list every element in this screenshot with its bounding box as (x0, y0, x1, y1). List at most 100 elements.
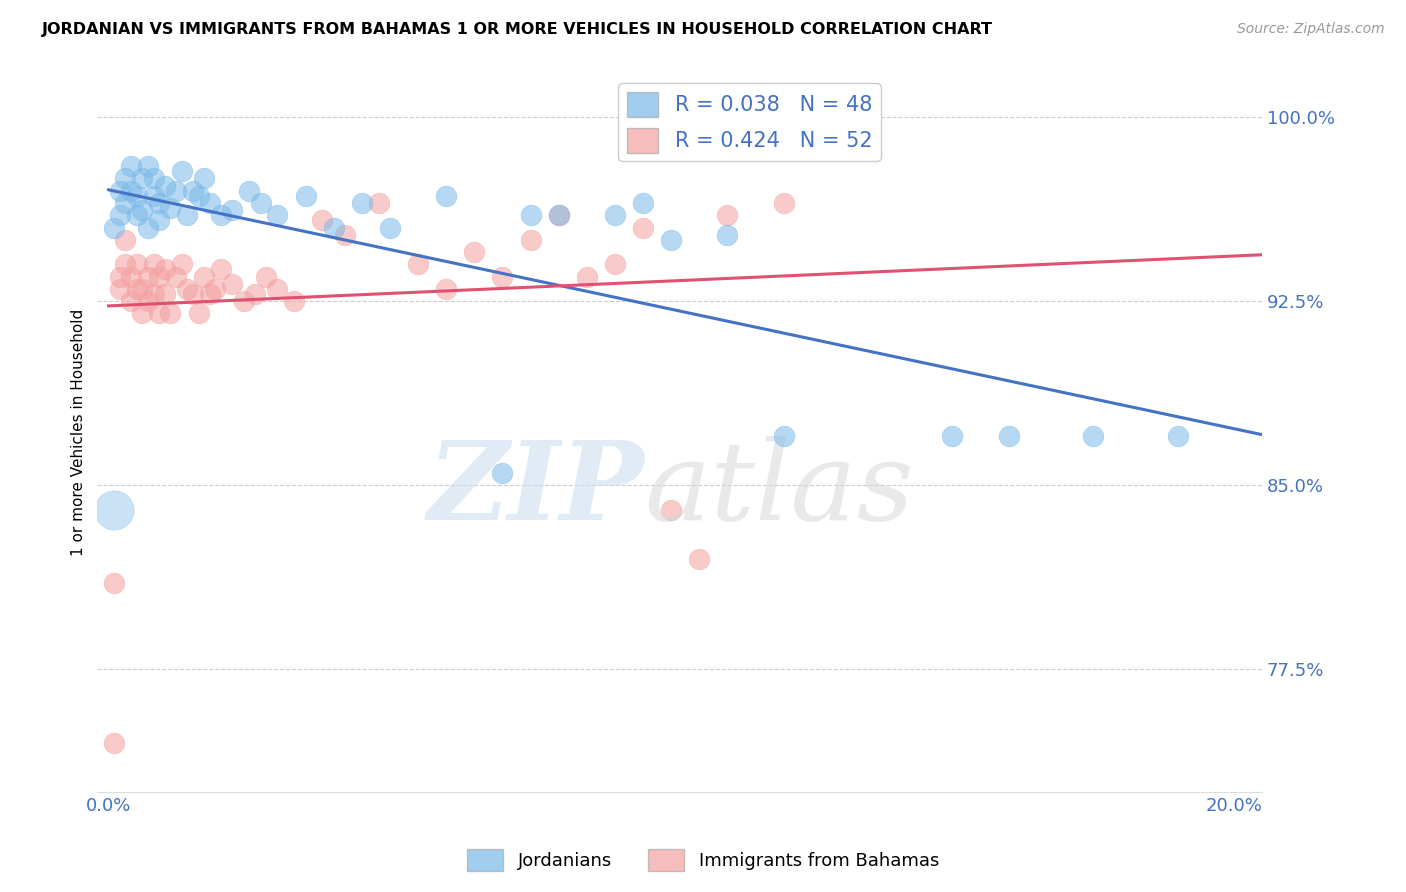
Legend: Jordanians, Immigrants from Bahamas: Jordanians, Immigrants from Bahamas (460, 842, 946, 879)
Point (547, 208, 569, 222)
Point (148, 269, 170, 284)
Text: atlas: atlas (645, 436, 914, 543)
Point (142, 286, 165, 301)
Point (283, 294, 305, 309)
Point (575, 269, 598, 284)
Point (198, 196, 221, 211)
Point (136, 220, 159, 235)
Point (131, 282, 153, 296)
Point (491, 466, 513, 480)
Point (181, 286, 204, 301)
Point (142, 188, 165, 202)
Point (322, 220, 344, 235)
Point (193, 269, 215, 284)
Point (125, 188, 148, 202)
Point (772, 429, 794, 443)
Point (243, 286, 266, 301)
Point (108, 282, 131, 296)
Point (120, 269, 142, 284)
Point (193, 171, 215, 186)
Point (1166, 429, 1188, 443)
Point (463, 245, 485, 260)
Point (378, 220, 401, 235)
Point (209, 262, 232, 277)
Point (148, 213, 170, 227)
Point (631, 196, 654, 211)
Point (266, 282, 288, 296)
Point (159, 306, 181, 320)
Point (120, 159, 142, 173)
Point (165, 269, 187, 284)
Point (159, 201, 181, 215)
Point (249, 196, 271, 211)
Point (125, 208, 148, 222)
Point (311, 213, 333, 227)
Point (491, 269, 513, 284)
Point (148, 196, 170, 211)
Text: ZIP: ZIP (427, 436, 645, 543)
Point (294, 188, 316, 202)
Point (434, 282, 457, 296)
Point (187, 188, 209, 202)
Point (209, 208, 232, 222)
Point (716, 227, 738, 242)
Point (221, 277, 243, 291)
Point (547, 208, 569, 222)
Point (176, 208, 198, 222)
Point (120, 184, 142, 198)
Point (103, 736, 125, 750)
Point (114, 196, 136, 211)
Point (659, 233, 682, 247)
Point (131, 306, 153, 320)
Point (153, 286, 176, 301)
Point (114, 171, 136, 186)
Point (103, 220, 125, 235)
Point (125, 282, 148, 296)
Point (266, 208, 288, 222)
Point (136, 159, 159, 173)
Point (165, 184, 187, 198)
Point (148, 306, 170, 320)
Point (181, 184, 204, 198)
Text: JORDANIAN VS IMMIGRANTS FROM BAHAMAS 1 OR MORE VEHICLES IN HOUSEHOLD CORRELATION: JORDANIAN VS IMMIGRANTS FROM BAHAMAS 1 O… (42, 22, 993, 37)
Point (603, 257, 626, 271)
Y-axis label: 1 or more Vehicles in Household: 1 or more Vehicles in Household (72, 309, 86, 556)
Point (136, 269, 159, 284)
Point (631, 220, 654, 235)
Point (519, 208, 541, 222)
Point (120, 294, 142, 309)
Point (221, 203, 243, 218)
Point (170, 257, 193, 271)
Point (367, 196, 389, 211)
Point (176, 282, 198, 296)
Point (406, 257, 429, 271)
Point (142, 257, 165, 271)
Point (153, 262, 176, 277)
Point (716, 208, 738, 222)
Point (519, 233, 541, 247)
Point (114, 233, 136, 247)
Point (136, 294, 159, 309)
Point (108, 269, 131, 284)
Point (131, 203, 153, 218)
Point (131, 171, 153, 186)
Point (170, 164, 193, 178)
Point (350, 196, 373, 211)
Point (997, 429, 1019, 443)
Point (108, 208, 131, 222)
Point (772, 196, 794, 211)
Point (103, 502, 125, 516)
Point (198, 286, 221, 301)
Point (434, 188, 457, 202)
Point (232, 294, 254, 309)
Point (238, 184, 260, 198)
Point (659, 502, 682, 516)
Point (254, 269, 277, 284)
Point (187, 306, 209, 320)
Point (333, 227, 356, 242)
Point (688, 551, 710, 566)
Text: Source: ZipAtlas.com: Source: ZipAtlas.com (1237, 22, 1385, 37)
Point (125, 257, 148, 271)
Point (603, 208, 626, 222)
Point (108, 184, 131, 198)
